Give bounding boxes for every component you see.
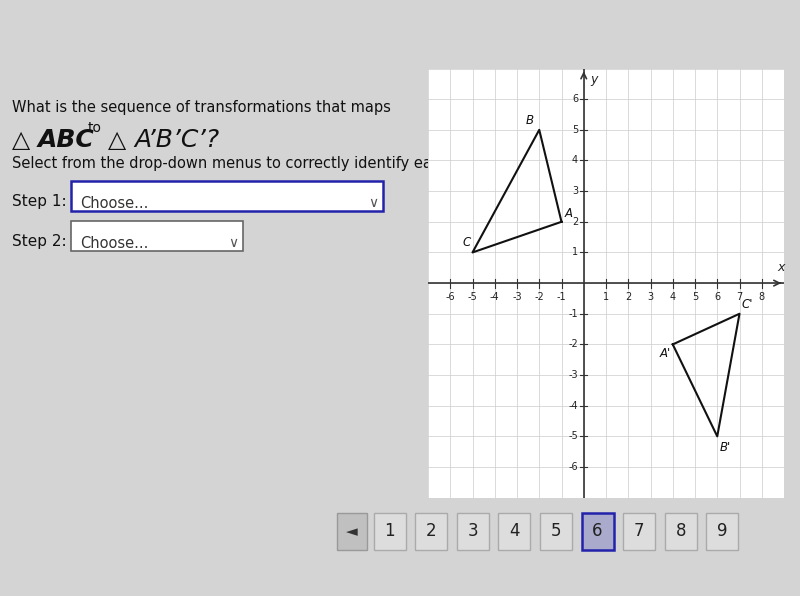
Text: 8: 8	[758, 292, 765, 302]
Text: A’B’C’?: A’B’C’?	[134, 128, 219, 152]
Text: 7: 7	[634, 523, 645, 541]
Text: 1: 1	[603, 292, 609, 302]
Text: 2: 2	[426, 523, 437, 541]
Text: ∨: ∨	[368, 195, 378, 210]
FancyBboxPatch shape	[71, 221, 243, 251]
Text: 2: 2	[572, 217, 578, 227]
Text: Step 2:: Step 2:	[12, 234, 66, 249]
Text: -2: -2	[534, 292, 544, 302]
Text: Step 1:: Step 1:	[12, 194, 66, 209]
FancyBboxPatch shape	[706, 513, 738, 550]
FancyBboxPatch shape	[540, 513, 572, 550]
Text: -4: -4	[569, 401, 578, 411]
FancyBboxPatch shape	[337, 513, 367, 550]
Text: -6: -6	[446, 292, 455, 302]
Text: 1: 1	[572, 247, 578, 257]
Text: △: △	[108, 128, 126, 152]
Text: C': C'	[742, 297, 754, 311]
Text: ∨: ∨	[228, 236, 238, 250]
Text: 3: 3	[572, 186, 578, 196]
Text: -6: -6	[569, 462, 578, 472]
Text: 9: 9	[717, 523, 728, 541]
Text: -4: -4	[490, 292, 499, 302]
FancyBboxPatch shape	[623, 513, 655, 550]
Text: 3: 3	[467, 523, 478, 541]
Text: -3: -3	[512, 292, 522, 302]
Text: 7: 7	[736, 292, 742, 302]
Text: y: y	[590, 73, 598, 86]
Text: -1: -1	[557, 292, 566, 302]
Text: 8: 8	[675, 523, 686, 541]
Text: -5: -5	[468, 292, 478, 302]
Text: x: x	[777, 261, 784, 274]
Text: 6: 6	[714, 292, 720, 302]
Text: Choose...: Choose...	[80, 195, 148, 211]
Text: -1: -1	[569, 309, 578, 319]
FancyBboxPatch shape	[415, 513, 447, 550]
Text: What is the sequence of transformations that maps: What is the sequence of transformations …	[12, 100, 391, 114]
Text: 1: 1	[384, 523, 395, 541]
Text: A': A'	[659, 347, 670, 361]
Text: Select from the drop-down menus to correctly identify each step.: Select from the drop-down menus to corre…	[12, 156, 490, 170]
Text: 6: 6	[592, 523, 603, 541]
Text: ABC: ABC	[38, 128, 94, 152]
Text: 4: 4	[572, 156, 578, 166]
Text: ◄: ◄	[346, 524, 358, 539]
Text: 5: 5	[692, 292, 698, 302]
Text: C: C	[462, 237, 470, 249]
Text: 6: 6	[572, 94, 578, 104]
Text: -2: -2	[569, 339, 578, 349]
Text: 4: 4	[509, 523, 520, 541]
FancyBboxPatch shape	[71, 181, 383, 211]
FancyBboxPatch shape	[374, 513, 406, 550]
Text: Choose...: Choose...	[80, 236, 148, 251]
Text: B: B	[526, 114, 534, 127]
FancyBboxPatch shape	[582, 513, 614, 550]
Text: -3: -3	[569, 370, 578, 380]
Text: 4: 4	[670, 292, 676, 302]
Text: B': B'	[719, 441, 730, 454]
FancyBboxPatch shape	[665, 513, 697, 550]
FancyBboxPatch shape	[498, 513, 530, 550]
FancyBboxPatch shape	[457, 513, 489, 550]
Text: 5: 5	[572, 125, 578, 135]
Text: -5: -5	[569, 432, 578, 442]
Text: △: △	[12, 128, 30, 152]
Text: A: A	[565, 207, 573, 221]
Text: 3: 3	[647, 292, 654, 302]
Text: to: to	[88, 120, 102, 135]
Text: 2: 2	[625, 292, 631, 302]
Text: 5: 5	[550, 523, 562, 541]
